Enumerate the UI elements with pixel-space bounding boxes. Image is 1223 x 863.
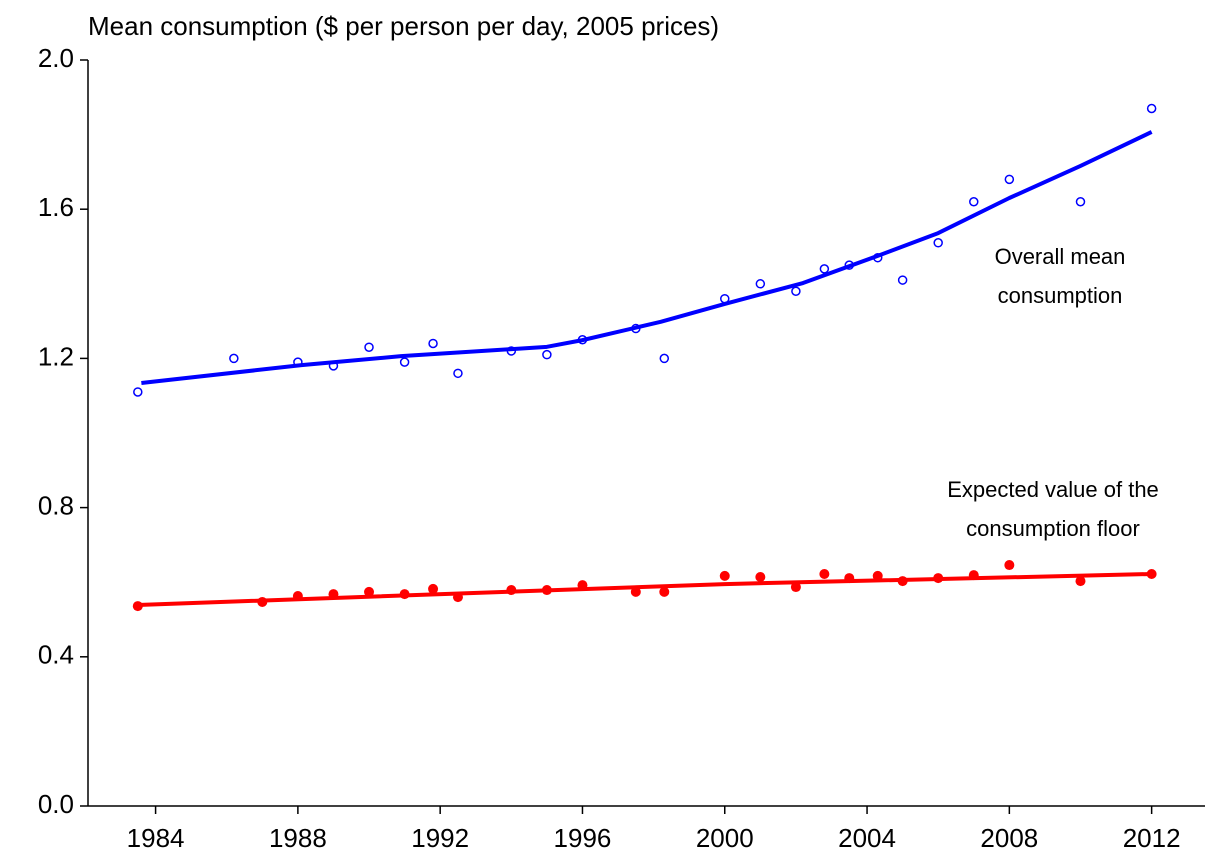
y-tick-label: 0.4 xyxy=(38,640,74,670)
data-point xyxy=(755,571,766,582)
x-tick-label: 1996 xyxy=(554,823,612,853)
data-point xyxy=(453,368,463,379)
y-tick-label: 0.8 xyxy=(38,490,74,520)
y-tick-label: 0.0 xyxy=(38,789,74,819)
x-tick-label: 1992 xyxy=(411,823,469,853)
data-point xyxy=(1075,576,1086,587)
data-point xyxy=(897,275,908,285)
data-point xyxy=(659,353,670,364)
data-point xyxy=(428,338,438,349)
x-tick-label: 2008 xyxy=(980,823,1038,853)
data-point xyxy=(933,238,943,248)
data-point xyxy=(969,196,979,207)
data-point xyxy=(1146,103,1157,114)
fit-line xyxy=(137,571,1152,607)
data-point xyxy=(364,342,374,352)
data-point xyxy=(755,279,766,289)
data-point xyxy=(1075,196,1086,207)
data-point xyxy=(364,586,375,597)
data-point xyxy=(790,582,801,593)
x-tick-label: 1984 xyxy=(127,823,185,853)
annotation: Overall mean xyxy=(995,244,1126,269)
data-point xyxy=(542,349,552,360)
data-point xyxy=(428,583,439,594)
x-tick-label: 2004 xyxy=(838,823,896,853)
data-point xyxy=(791,286,801,297)
annotation: consumption xyxy=(998,283,1123,308)
data-point xyxy=(229,353,239,364)
data-point xyxy=(133,387,143,397)
y-tick-label: 1.6 xyxy=(38,192,74,222)
data-point xyxy=(819,264,830,274)
x-tick-label: 2000 xyxy=(696,823,754,853)
data-point xyxy=(819,568,830,579)
annotation: Expected value of the xyxy=(947,477,1159,502)
fit-line xyxy=(141,130,1153,386)
x-tick-label: 1988 xyxy=(269,823,327,853)
data-point xyxy=(399,357,410,367)
x-tick-label: 2012 xyxy=(1123,823,1181,853)
annotation: consumption floor xyxy=(966,516,1140,541)
data-point xyxy=(659,586,670,597)
data-point xyxy=(1004,174,1015,185)
data-point xyxy=(630,586,641,597)
chart-title: Mean consumption ($ per person per day, … xyxy=(88,11,719,41)
data-point xyxy=(719,570,730,581)
y-tick-label: 2.0 xyxy=(38,43,74,73)
y-tick-label: 1.2 xyxy=(38,341,74,371)
data-point xyxy=(1004,560,1015,571)
data-point xyxy=(872,570,883,581)
